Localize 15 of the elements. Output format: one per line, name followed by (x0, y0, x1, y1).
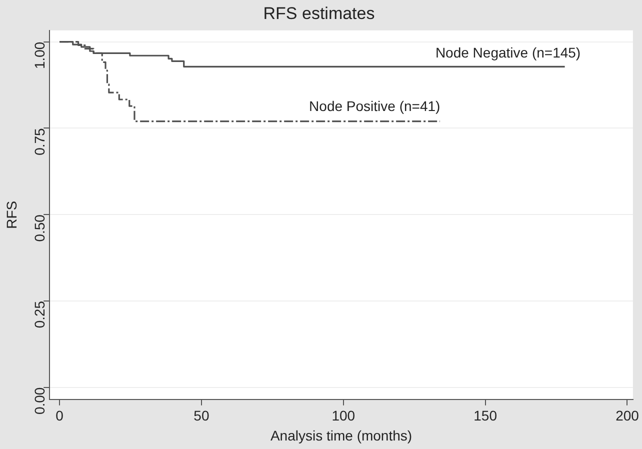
x-tick-label: 200 (616, 408, 640, 424)
y-tick-label: 0.50 (31, 214, 48, 242)
y-tick-label: 0.75 (31, 128, 48, 156)
x-tick-label: 150 (474, 408, 498, 424)
annotation: Node Negative (n=145) (435, 44, 581, 60)
x-tick-label: 0 (56, 408, 64, 424)
y-tick-label: 0.25 (31, 300, 48, 328)
chart-title: RFS estimates (263, 4, 375, 23)
y-tick-label: 1.00 (31, 42, 48, 70)
x-tick-label: 100 (332, 408, 356, 424)
y-axis-title: RFS (3, 200, 20, 229)
annotation: Node Positive (n=41) (309, 98, 440, 114)
y-tick-label: 0.00 (31, 387, 48, 415)
x-tick-label: 50 (194, 408, 210, 424)
x-axis-title: Analysis time (months) (270, 427, 412, 444)
